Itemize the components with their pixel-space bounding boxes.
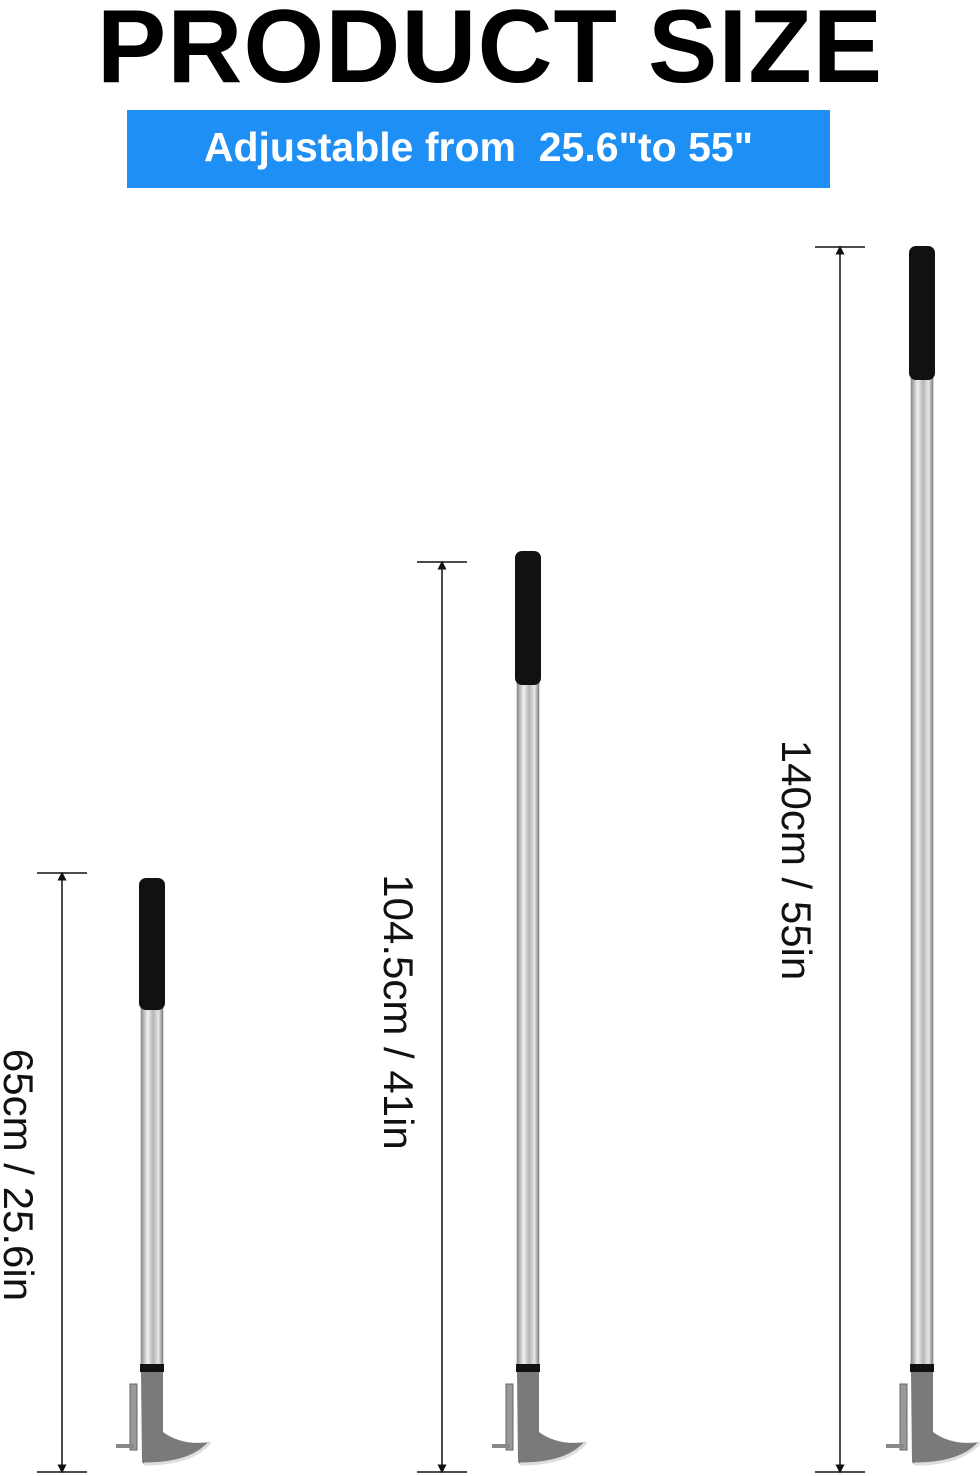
grip (139, 878, 165, 1010)
dimension-line-short (37, 871, 87, 1474)
grip (909, 246, 935, 380)
dimension-line-medium (417, 560, 467, 1474)
tool-short (114, 878, 212, 1466)
adjustable-range-banner: Adjustable from 25.6"to 55" (127, 110, 830, 188)
size-label-medium: 104.5cm / 41in (375, 874, 422, 1150)
tool-long (884, 246, 980, 1466)
page-title: PRODUCT SIZE (96, 0, 884, 105)
tool-medium (490, 551, 588, 1466)
size-label-long: 140cm / 55in (773, 740, 820, 980)
dimension-line-long (815, 245, 865, 1474)
size-label-short: 65cm / 25.6in (0, 1049, 42, 1301)
grip (515, 551, 541, 685)
